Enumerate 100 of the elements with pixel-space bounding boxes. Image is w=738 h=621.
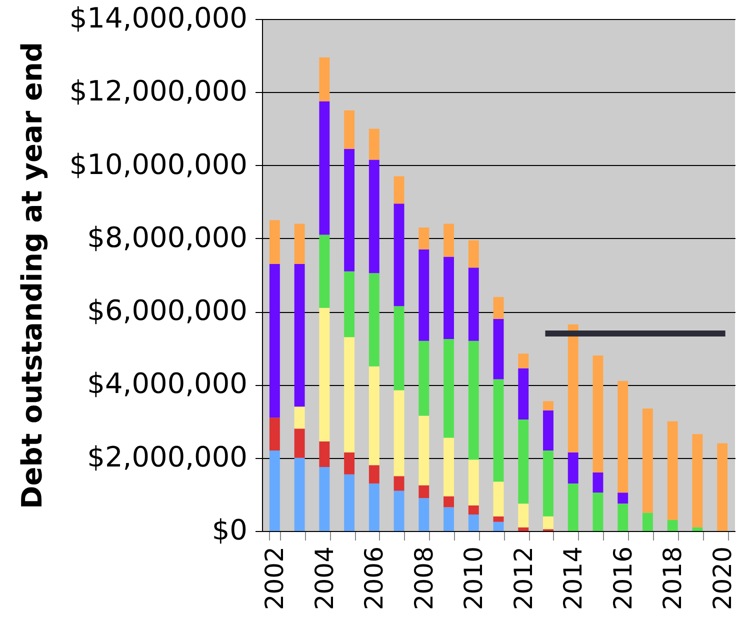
bar <box>344 148 355 272</box>
x-tick-label: 2004 <box>310 546 339 610</box>
bar <box>568 483 578 531</box>
bar <box>269 264 280 418</box>
bar <box>319 467 330 531</box>
bar <box>518 504 529 528</box>
bar <box>692 527 703 531</box>
x-tick-label: 2002 <box>260 546 290 610</box>
bar <box>368 273 380 366</box>
bar <box>543 401 554 410</box>
bar <box>294 406 305 429</box>
bar <box>543 516 554 530</box>
bar <box>444 438 454 496</box>
x-tick-label: 2010 <box>459 546 488 610</box>
x-tick-label: 2018 <box>658 546 688 610</box>
bar <box>368 483 380 531</box>
bar <box>319 308 330 442</box>
x-tick-label: 2016 <box>608 546 638 610</box>
bar <box>418 227 430 250</box>
bar <box>269 220 280 264</box>
bar <box>468 240 479 268</box>
bar <box>444 507 454 531</box>
bar <box>518 527 529 531</box>
bar <box>493 296 504 319</box>
bar <box>418 249 430 341</box>
bar <box>394 476 404 491</box>
bar <box>269 418 280 451</box>
bar <box>368 366 380 466</box>
bar <box>518 354 529 368</box>
bar <box>568 324 578 452</box>
bar <box>319 101 330 235</box>
bar <box>319 441 330 467</box>
bar <box>294 428 305 458</box>
y-tick-label: $14,000,000 <box>69 2 248 34</box>
bar <box>592 492 604 531</box>
x-tick-label: 2014 <box>558 546 588 610</box>
bar <box>444 256 454 339</box>
bar <box>468 340 479 460</box>
bar <box>418 340 430 416</box>
bar <box>468 268 479 341</box>
bar <box>592 355 604 472</box>
bar <box>444 496 454 508</box>
bar <box>394 390 404 476</box>
bar <box>493 318 504 380</box>
bar <box>568 452 578 484</box>
y-tick-label: $6,000,000 <box>87 294 248 328</box>
y-tick-label: $2,000,000 <box>87 440 248 474</box>
y-tick-label: $4,000,000 <box>87 367 248 400</box>
bar <box>692 434 703 528</box>
y-axis-title: Debt outstanding at year end <box>15 42 48 509</box>
bar <box>518 419 529 504</box>
bar <box>543 450 554 516</box>
bar <box>618 492 628 504</box>
y-tick-label: $8,000,000 <box>87 220 248 254</box>
bar <box>344 271 355 338</box>
bar <box>667 520 678 531</box>
x-tick-label: 2008 <box>409 546 438 610</box>
bar <box>543 410 554 451</box>
y-tick-label: $0 <box>212 514 248 546</box>
bar <box>493 379 504 482</box>
bar <box>493 516 504 522</box>
bar <box>418 498 430 531</box>
bar <box>642 408 653 513</box>
bar <box>319 57 330 102</box>
bar <box>344 452 355 474</box>
bar <box>444 339 454 438</box>
bar <box>294 458 305 531</box>
bar <box>618 504 628 531</box>
bar <box>394 306 404 390</box>
bar <box>468 460 479 506</box>
bar <box>319 234 330 308</box>
bar <box>444 224 454 257</box>
y-tick-label: $12,000,000 <box>69 74 248 108</box>
x-tick-label: 2012 <box>508 546 538 610</box>
bar <box>294 264 305 407</box>
bar <box>418 416 430 486</box>
bar <box>468 514 479 531</box>
bar <box>418 485 430 498</box>
bar <box>344 110 355 149</box>
bar <box>269 450 280 531</box>
bar <box>394 176 404 204</box>
bar <box>468 505 479 515</box>
bar <box>493 522 504 531</box>
bar <box>592 472 604 493</box>
x-tick-label: 2020 <box>708 546 737 610</box>
bar <box>642 512 653 531</box>
bar <box>368 128 380 160</box>
x-tick-label: 2006 <box>360 546 389 610</box>
bar <box>667 421 678 520</box>
bar <box>518 368 529 420</box>
bar <box>394 490 404 531</box>
bar <box>294 224 305 264</box>
bar <box>717 443 728 531</box>
bar <box>368 465 380 484</box>
bar <box>368 160 380 274</box>
bar <box>394 204 404 306</box>
y-tick-label: $10,000,000 <box>69 148 248 181</box>
bar <box>493 482 504 516</box>
bar <box>344 474 355 531</box>
bar <box>344 337 355 452</box>
